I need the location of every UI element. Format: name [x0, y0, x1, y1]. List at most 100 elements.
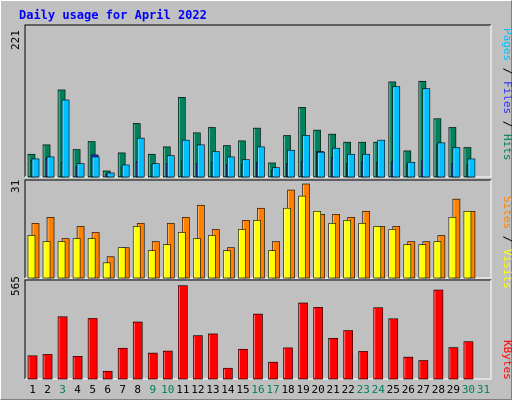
visits-bar: [238, 229, 246, 279]
kbytes-bar: [313, 307, 323, 380]
kbytes-bar: [463, 341, 474, 380]
kbytes-bar: [268, 361, 278, 380]
day-label: 19: [296, 383, 309, 396]
visits-bar: [343, 220, 351, 279]
visits-bar: [147, 250, 156, 279]
visits-bar: [313, 210, 321, 279]
files-bar: [407, 161, 416, 178]
files-bar: [31, 158, 40, 178]
ymax-label-visits: 31: [9, 180, 22, 193]
files-bar: [197, 144, 205, 178]
kbytes-bar: [87, 318, 98, 380]
day-label: 2: [44, 383, 51, 396]
visits-bar: [72, 238, 81, 279]
day-label: 22: [342, 383, 355, 396]
legend-part: /: [501, 114, 512, 134]
panel-kbytes: [24, 279, 492, 380]
kbytes-bar: [433, 289, 444, 380]
visits-bar: [268, 250, 276, 279]
day-label: 24: [372, 383, 386, 396]
visits-bar: [223, 250, 231, 279]
day-label: 29: [447, 383, 460, 396]
files-bar: [452, 147, 461, 178]
day-label: 1: [29, 383, 36, 396]
files-bar: [136, 137, 145, 178]
legend-part: KBytes: [501, 340, 512, 380]
files-bar: [392, 86, 401, 178]
visits-bar: [358, 223, 367, 279]
files-bar: [166, 155, 175, 178]
day-label: 8: [134, 383, 141, 396]
day-label: 6: [104, 383, 111, 396]
visits-bar: [102, 262, 111, 279]
day-label: 7: [119, 383, 126, 396]
visits-bar: [87, 238, 96, 279]
files-bar: [422, 88, 431, 178]
files-bar: [377, 139, 386, 178]
legend-sites-visits: Sites / Visits: [501, 196, 512, 289]
kbytes-bar: [147, 352, 158, 380]
files-bar: [121, 164, 130, 178]
kbytes-bar: [373, 307, 384, 380]
day-label: 28: [432, 383, 445, 396]
kbytes-bar: [448, 347, 459, 380]
visits-bar: [132, 226, 141, 279]
files-bar: [106, 172, 115, 178]
files-bar: [91, 156, 100, 178]
legend-part: Visits: [501, 249, 512, 289]
day-label: 30: [462, 383, 475, 396]
kbytes-bar: [193, 335, 203, 380]
day-label: 10: [161, 383, 174, 396]
files-bar: [467, 158, 476, 178]
files-bar: [317, 151, 325, 178]
kbytes-bar: [388, 318, 399, 380]
files-bar: [151, 163, 160, 178]
visits-bar: [433, 241, 442, 279]
day-labels: 1 2 3 4 5 6 7 8 9 10 11 12 13 14 15 16 17 18 19 20 21 22 23 24 2…: [29, 383, 490, 396]
kbytes-bar: [343, 330, 353, 380]
files-bar: [287, 149, 295, 178]
legend-part: /: [501, 229, 512, 249]
legend-pages-files-hits: Pages / Files / Hits: [501, 28, 512, 161]
legend-kbytes: KBytes: [501, 340, 512, 380]
day-label: 14: [221, 383, 235, 396]
visits-bar: [178, 232, 186, 279]
ymax-label-kbytes: 565: [9, 276, 22, 296]
day-label: 21: [327, 383, 340, 396]
legend-part: Files: [501, 81, 512, 114]
files-bar: [362, 153, 371, 178]
kbytes-bar: [298, 302, 308, 380]
visits-bar: [328, 223, 336, 279]
day-label: 3: [59, 383, 66, 396]
visits-bar: [403, 244, 412, 279]
day-label: 20: [312, 383, 325, 396]
visits-bar: [27, 235, 36, 279]
visits-bar: [283, 207, 291, 279]
day-label: 13: [206, 383, 219, 396]
day-label: 27: [417, 383, 430, 396]
visits-bar: [463, 210, 472, 279]
files-bar: [242, 159, 250, 178]
kbytes-bar: [358, 351, 369, 380]
kbytes-bar: [208, 333, 218, 380]
visits-bar: [253, 220, 261, 279]
visits-bar: [42, 241, 51, 279]
legend-part: Pages: [501, 28, 512, 61]
files-bar: [182, 139, 190, 178]
panel-top-border-dark: [24, 24, 491, 177]
kbytes-bar: [117, 347, 128, 380]
files-bar: [61, 99, 70, 178]
visits-bar: [298, 195, 306, 279]
files-bar: [272, 167, 280, 178]
visits-bar: [418, 244, 427, 279]
day-label: 25: [387, 383, 400, 396]
kbytes-bar: [253, 313, 263, 380]
day-label: 11: [176, 383, 189, 396]
files-bar: [332, 147, 340, 178]
kbytes-bar: [132, 321, 143, 380]
kbytes-bar: [27, 355, 38, 380]
kbytes-bar: [57, 316, 68, 380]
